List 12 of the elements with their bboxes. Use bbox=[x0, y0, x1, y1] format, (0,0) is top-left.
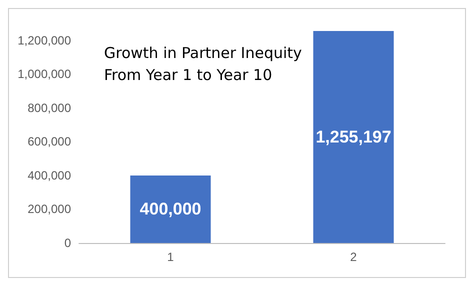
y-tick-label: 400,000 bbox=[28, 168, 72, 182]
x-tick-label: 2 bbox=[350, 250, 358, 264]
data-label: 400,000 bbox=[140, 200, 202, 219]
y-tick-label: 1,000,000 bbox=[18, 67, 72, 82]
y-tick-label: 0 bbox=[64, 236, 72, 250]
text: Growth in Partner Inequity From Year 1 to Year 10 bbox=[104, 44, 302, 84]
y-tick-label: 600,000 bbox=[28, 134, 72, 149]
x-tick-label: 1 bbox=[167, 250, 174, 264]
y-tick-label: 200,000 bbox=[28, 202, 72, 216]
y-tick-label: 800,000 bbox=[28, 100, 72, 115]
data-label: 1,255,197 bbox=[316, 128, 392, 146]
y-tick-label: 1,200,000 bbox=[18, 33, 72, 48]
